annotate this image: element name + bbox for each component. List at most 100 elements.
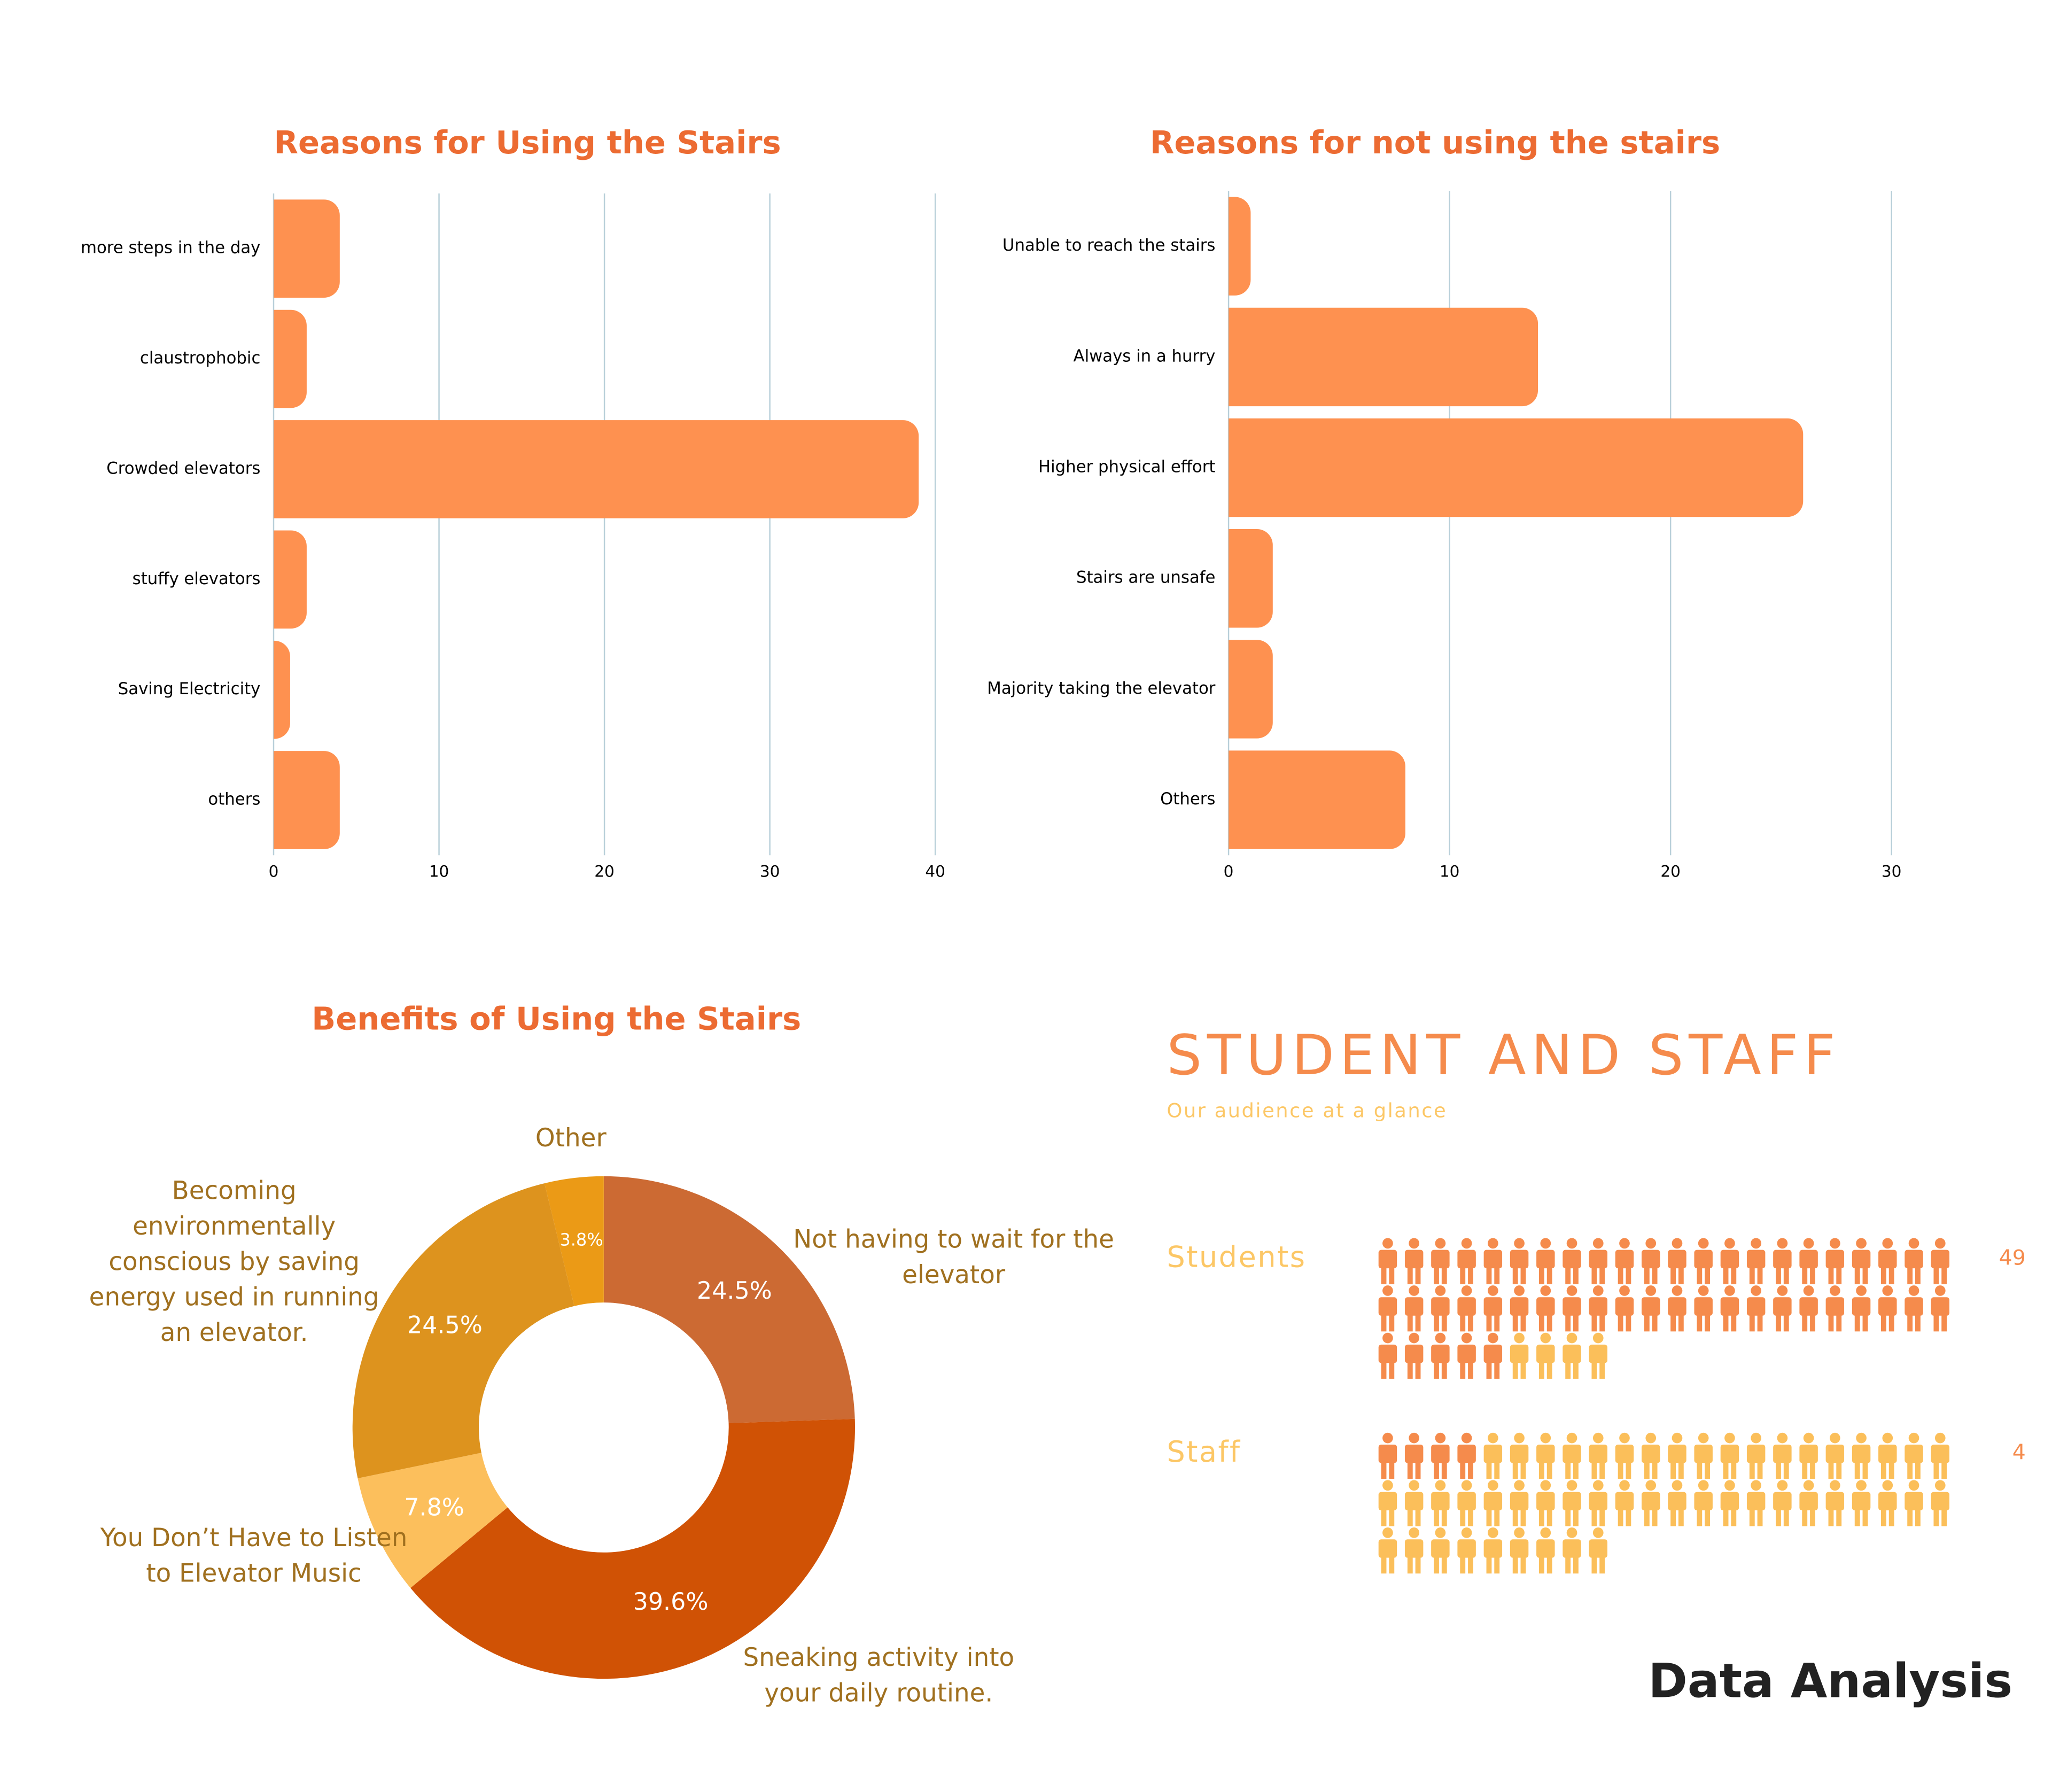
icon-body [1720,1297,1739,1316]
icon-body [1615,1297,1634,1316]
icon-head [1751,1285,1761,1296]
person-icon [1483,1285,1503,1332]
icon-head [1382,1432,1393,1444]
icon-body [1694,1297,1713,1316]
icon-leg [1757,1508,1763,1526]
icon-leg [1460,1555,1466,1574]
icon-leg [1941,1460,1947,1479]
person-icon [1746,1432,1766,1479]
icon-body [1510,1444,1529,1463]
icon-head [1698,1238,1709,1249]
icon-leg [1520,1460,1526,1479]
icon-body [1905,1444,1923,1463]
person-icon [1404,1480,1424,1526]
icon-leg [1381,1360,1387,1379]
icon-leg [1591,1460,1597,1479]
slice-category-label: Not having to wait for the elevator [793,1225,1114,1289]
icon-head [1566,1332,1577,1344]
person-icon [1378,1238,1397,1284]
icon-leg [1599,1555,1605,1574]
icon-leg [1546,1313,1552,1332]
icon-leg [1599,1460,1605,1479]
icon-leg [1468,1508,1473,1526]
person-icon [1457,1480,1476,1526]
icon-head [1830,1432,1840,1444]
icon-leg [1836,1508,1842,1526]
person-icon [1642,1238,1660,1284]
icon-head [1566,1238,1577,1249]
icon-leg [1652,1313,1658,1332]
person-icon [1773,1480,1792,1526]
icon-leg [1460,1360,1466,1379]
icon-head [1619,1238,1630,1249]
icon-leg [1415,1460,1421,1479]
icon-head [1435,1285,1446,1296]
icon-head [1882,1432,1893,1444]
icon-leg [1539,1266,1544,1284]
icon-leg [1757,1266,1763,1284]
icon-head [1435,1527,1446,1538]
icon-body [1457,1444,1476,1463]
icon-leg [1407,1313,1413,1332]
x-tick-label: 0 [1224,863,1234,881]
icon-head [1435,1332,1446,1344]
person-icon [1536,1527,1555,1574]
category-label: Always in a hurry [1074,346,1216,366]
icon-leg [1776,1266,1781,1284]
x-tick-label: 30 [760,863,780,881]
icon-leg [1705,1266,1710,1284]
bar [274,309,307,408]
person-icon [1483,1432,1503,1479]
icon-head [1435,1480,1446,1491]
icon-leg [1810,1266,1815,1284]
person-icon [1905,1285,1923,1332]
icon-leg [1644,1313,1650,1332]
icon-leg [1810,1313,1815,1332]
icon-body [1694,1250,1713,1269]
person-icon [1878,1285,1897,1332]
icon-head [1566,1432,1577,1444]
icon-leg [1697,1313,1703,1332]
icon-body [1378,1344,1397,1363]
icon-leg [1546,1555,1552,1574]
icon-leg [1776,1460,1781,1479]
icon-body [1694,1444,1713,1463]
person-icon [1746,1285,1766,1332]
icon-body [1589,1297,1607,1316]
icon-leg [1468,1313,1473,1332]
icon-leg [1415,1508,1421,1526]
icon-leg [1705,1313,1710,1332]
person-icon [1720,1432,1739,1479]
person-icon [1852,1285,1871,1332]
icon-body [1483,1344,1503,1363]
icon-leg [1907,1313,1913,1332]
icon-head [1514,1332,1525,1344]
icon-head [1592,1527,1604,1538]
icon-head [1592,1285,1604,1296]
icon-leg [1731,1266,1737,1284]
person-icon [1431,1285,1450,1332]
category-label: claustrophobic [140,348,260,368]
bar [1229,307,1538,407]
person-icon [1457,1432,1476,1479]
icon-leg [1389,1266,1395,1284]
icon-leg [1723,1266,1729,1284]
icon-head [1751,1432,1761,1444]
icon-leg [1573,1508,1579,1526]
icon-leg [1441,1508,1447,1526]
person-icon [1825,1285,1845,1332]
icon-head [1908,1432,1919,1444]
icon-head [1488,1480,1498,1491]
icon-leg [1539,1360,1544,1379]
chart-title: Reasons for Using the Stairs [274,124,781,161]
icon-leg [1802,1508,1808,1526]
person-icon [1589,1238,1607,1284]
person-icon [1746,1238,1766,1284]
icon-head [1830,1480,1840,1491]
icon-leg [1591,1508,1597,1526]
icon-body [1931,1444,1949,1463]
icon-body [1536,1344,1555,1363]
icon-body [1878,1492,1897,1511]
slice-category-label: Sneaking activity into your daily routine… [743,1643,1014,1708]
icon-body [1825,1444,1845,1463]
